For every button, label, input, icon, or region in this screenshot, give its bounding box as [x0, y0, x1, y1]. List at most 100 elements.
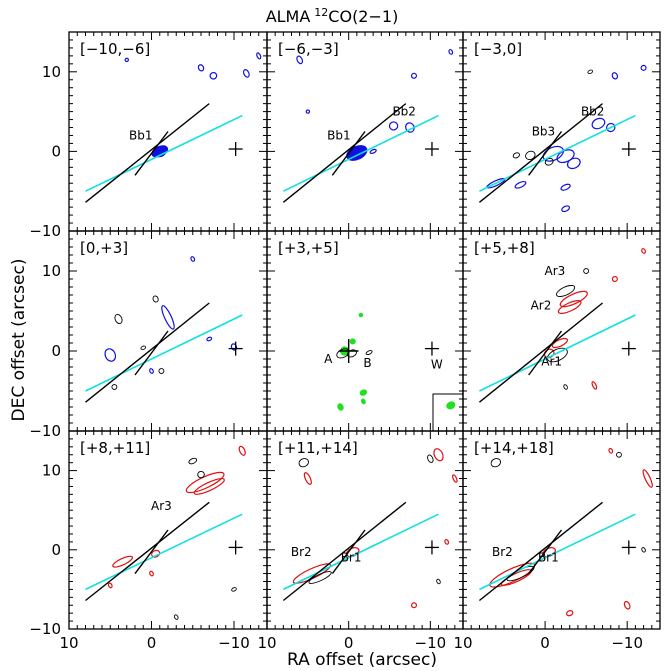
- cross-axis-line: [528, 131, 563, 176]
- blue-contour: [640, 64, 647, 71]
- cyan-axis-line: [85, 314, 243, 392]
- blue-contour: [190, 256, 196, 262]
- blue-contour: [161, 305, 175, 330]
- cyan-axis-line: [282, 114, 439, 192]
- red-contour: [107, 582, 113, 589]
- y-axis-label: DEC offset (arcsec): [9, 259, 29, 422]
- panel-velocity-label: [+11,+14]: [278, 439, 358, 457]
- source-label: Ar1: [541, 354, 562, 368]
- panel-velocity-label: [−10,−6]: [80, 40, 150, 58]
- panel-velocity-label: [+8,+11]: [80, 439, 150, 457]
- source-label: Bb2: [581, 105, 604, 119]
- cyan-axis-line: [479, 314, 636, 392]
- cyan-axis-line: [479, 114, 636, 192]
- red-contour: [557, 300, 582, 314]
- black-axis-line: [478, 501, 603, 602]
- black-contour: [616, 451, 622, 458]
- source-label: Ar3: [151, 499, 172, 513]
- black-axis-line: [282, 501, 407, 602]
- cross-axis-line: [528, 529, 563, 574]
- black-contour: [197, 470, 205, 479]
- source-label: Bb1: [327, 128, 350, 142]
- cyan-axis-line: [282, 513, 439, 591]
- figure-title: ALMA 12CO(2−1): [266, 6, 399, 26]
- cyan-axis-line: [85, 114, 243, 192]
- black-contour: [563, 384, 568, 390]
- blue-contour: [206, 336, 213, 342]
- blue-contour: [591, 117, 606, 130]
- panel-8: Br2 Br1 [+11,+14]: [266, 430, 464, 630]
- black-contour: [583, 268, 590, 274]
- source-label: Br1: [341, 551, 362, 565]
- panel-velocity-label: [−3,0]: [474, 40, 522, 58]
- black-contour: [427, 454, 434, 463]
- source-label: Br1: [538, 551, 559, 565]
- black-contour: [641, 547, 646, 553]
- black-contour: [546, 347, 568, 363]
- blue-contour: [561, 205, 571, 213]
- red-contour: [444, 539, 450, 545]
- panel-velocity-label: [0,+3]: [80, 239, 128, 257]
- x-tick-label: 0: [147, 634, 157, 652]
- cross-axis-line: [331, 529, 366, 574]
- panel-5: A B W [+3,+5]: [266, 230, 464, 432]
- blue-contour: [256, 52, 262, 60]
- red-contour: [611, 275, 618, 283]
- black-contour: [152, 295, 159, 303]
- black-axis-line: [85, 103, 210, 203]
- source-label: Br2: [291, 545, 312, 559]
- black-axis-line: [85, 302, 210, 403]
- blue-contour: [405, 122, 415, 133]
- red-contour: [565, 609, 574, 617]
- panel-content: Bb1 Bb2: [282, 49, 454, 203]
- blue-contour: [369, 148, 377, 154]
- green-contour: [360, 398, 366, 405]
- y-tick-label: −10: [29, 620, 61, 638]
- blue-contour: [410, 72, 418, 79]
- y-tick-label: −10: [29, 422, 61, 440]
- panel-content: Bb1: [85, 52, 262, 203]
- blue-contour: [566, 157, 581, 170]
- black-contour: [490, 458, 502, 468]
- blue-contour: [197, 64, 205, 72]
- black-axis-line: [85, 501, 210, 602]
- red-contour: [292, 563, 332, 584]
- green-contour: [358, 312, 364, 318]
- black-contour: [298, 458, 309, 468]
- blue-contour: [611, 72, 619, 80]
- black-contour: [512, 152, 520, 159]
- x-tick-label: 10: [257, 634, 276, 652]
- black-axis-line: [282, 103, 407, 203]
- source-label: Ar3: [545, 264, 566, 278]
- panel-content: Ar3 Ar2 Ar1: [478, 248, 646, 403]
- black-contour: [188, 457, 198, 465]
- red-contour: [559, 290, 588, 308]
- red-contour: [433, 448, 444, 462]
- source-label: Bb3: [532, 124, 555, 138]
- y-tick-label: 10: [42, 462, 61, 480]
- red-contour: [410, 602, 418, 609]
- panel-content: Ar3: [85, 445, 246, 620]
- blue-contour: [305, 109, 311, 114]
- black-contour: [587, 69, 594, 75]
- panel-9: Br2 Br1 [+14,+18]: [462, 430, 661, 630]
- panel-velocity-label: [+5,+8]: [474, 239, 535, 257]
- green-contour: [349, 338, 356, 345]
- y-tick-label: 10: [42, 262, 61, 280]
- green-contour: [337, 403, 344, 411]
- x-tick-label: 0: [344, 634, 354, 652]
- black-contour: [114, 313, 123, 325]
- cross-axis-line: [134, 330, 169, 376]
- red-contour: [193, 477, 225, 495]
- red-contour: [238, 445, 246, 456]
- source-label: Ar2: [531, 298, 552, 312]
- panel-content: [85, 256, 243, 403]
- black-contour: [365, 350, 373, 356]
- black-contour: [158, 368, 165, 374]
- source-label: Bb1: [129, 128, 152, 142]
- panel-1: Bb1 [−10,−6]: [68, 31, 268, 232]
- black-axis-line: [478, 103, 603, 203]
- panel-2: Bb1 Bb2 [−6,−3]: [266, 31, 464, 232]
- green-contour: [446, 401, 456, 410]
